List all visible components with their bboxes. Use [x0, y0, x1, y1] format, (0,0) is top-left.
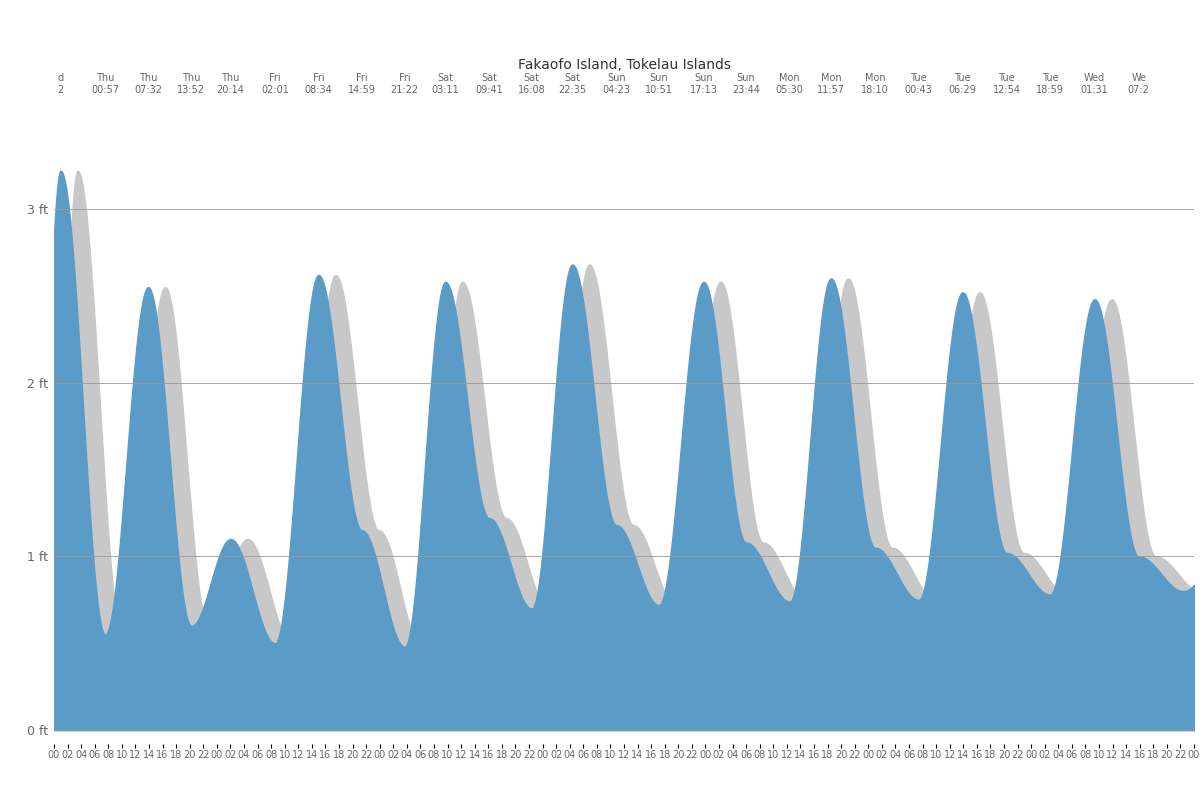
Title: Fakaofo Island, Tokelau Islands: Fakaofo Island, Tokelau Islands — [517, 58, 731, 72]
